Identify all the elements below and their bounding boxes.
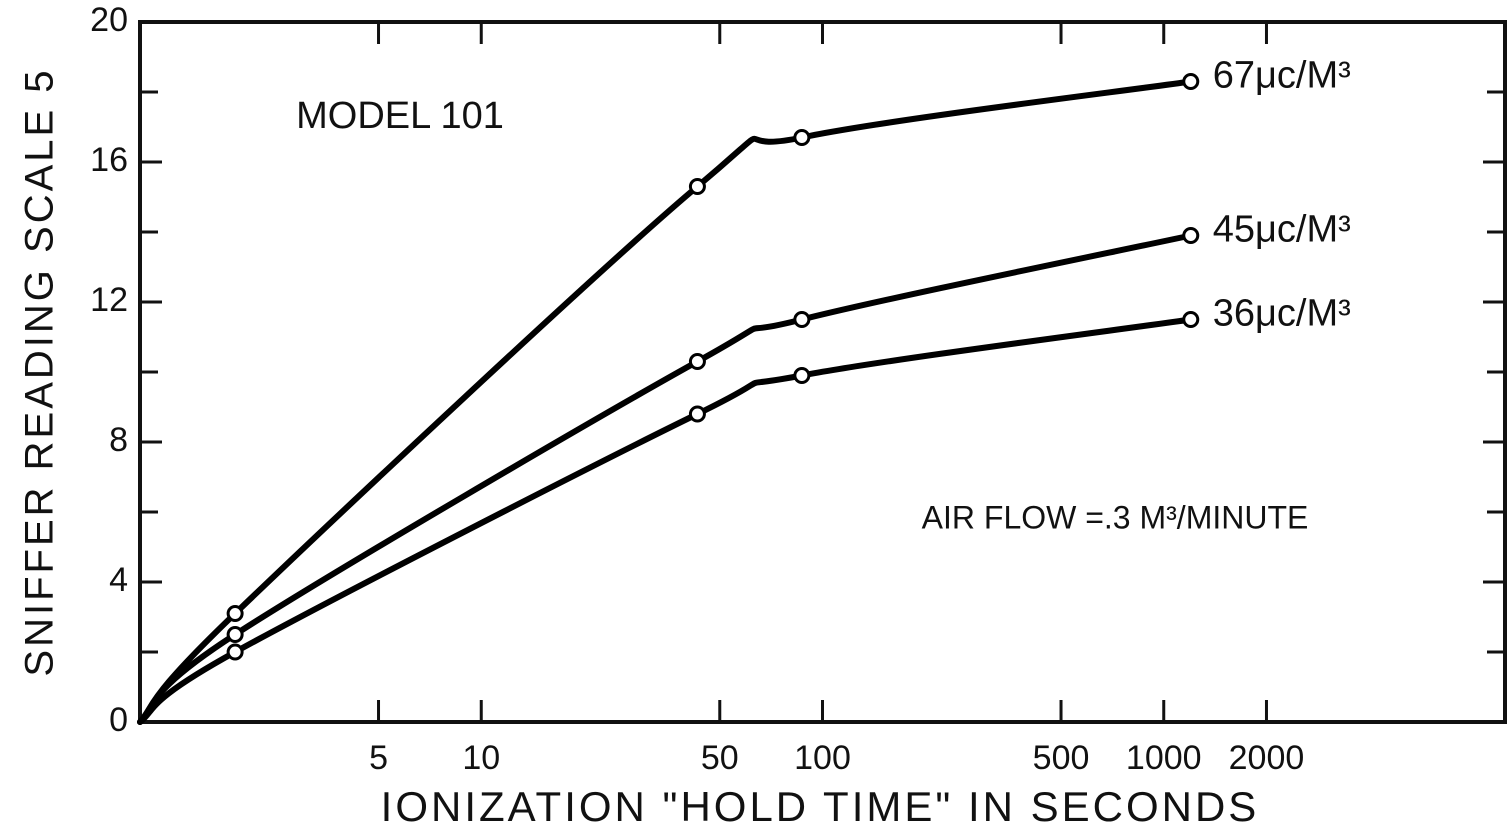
data-point bbox=[226, 626, 244, 643]
data-point bbox=[1182, 73, 1200, 90]
data-point bbox=[1182, 227, 1200, 244]
y-tick-label: 8 bbox=[109, 421, 128, 459]
y-tick-label: 16 bbox=[90, 141, 128, 179]
annotation: MODEL 101 bbox=[296, 95, 504, 137]
y-tick-label: 0 bbox=[109, 701, 128, 739]
data-point bbox=[793, 367, 811, 384]
y-tick-label: 12 bbox=[90, 281, 128, 319]
data-point bbox=[688, 405, 706, 423]
series-line bbox=[137, 232, 1194, 725]
x-tick-label: 100 bbox=[794, 739, 851, 777]
y-tick-label: 20 bbox=[90, 1, 128, 39]
data-point bbox=[226, 605, 244, 622]
data-point bbox=[1182, 311, 1200, 328]
data-point bbox=[688, 353, 706, 370]
x-tick-label: 2000 bbox=[1229, 739, 1305, 777]
data-point bbox=[793, 311, 811, 328]
x-axis-label: IONIZATION "HOLD TIME" IN SECONDS bbox=[381, 783, 1260, 830]
annotation: AIR FLOW =.3 M³/MINUTE bbox=[922, 499, 1309, 535]
y-tick-label: 4 bbox=[109, 561, 128, 599]
series-label: 36μc/M³ bbox=[1213, 293, 1351, 335]
series-label: 67μc/M³ bbox=[1213, 55, 1351, 97]
y-axis-label: SNIFFER READING SCALE 5 bbox=[18, 67, 62, 676]
data-point bbox=[793, 129, 811, 146]
x-tick-label: 5 bbox=[369, 739, 388, 777]
x-tick-label: 1000 bbox=[1126, 739, 1202, 777]
series-line bbox=[137, 78, 1194, 725]
x-tick-label: 10 bbox=[462, 739, 500, 777]
data-point bbox=[688, 178, 706, 195]
x-tick-label: 500 bbox=[1033, 739, 1090, 777]
data-point bbox=[226, 643, 244, 661]
x-tick-label: 50 bbox=[701, 739, 739, 777]
series-label: 45μc/M³ bbox=[1213, 209, 1351, 251]
